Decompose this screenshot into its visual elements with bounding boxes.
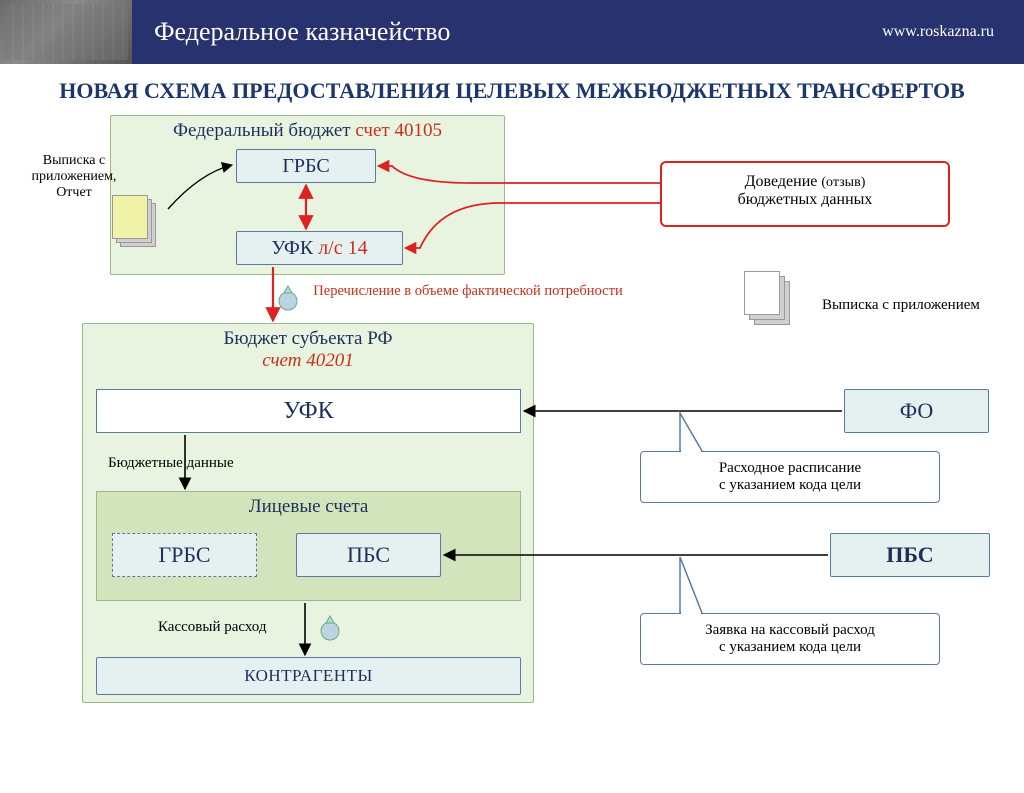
grbs-box-top: ГРБС — [236, 149, 376, 183]
header-bar: Федеральное казначейство www.roskazna.ru — [132, 0, 1024, 64]
accounts-title: Лицевые счета — [97, 492, 520, 518]
pbs-box-accounts: ПБС — [296, 533, 441, 577]
subject-budget-heading: Бюджет субъекта РФ счет 40201 — [83, 324, 533, 372]
transfer-label: Перечисление в объеме фактической потреб… — [308, 283, 628, 300]
grbs-box-accounts: ГРБС — [112, 533, 257, 577]
cash-request-callout: Заявка на кассовый расход с указанием ко… — [640, 613, 940, 665]
callout1-line1: Расходное расписание — [651, 460, 929, 477]
pbs-box-right: ПБС — [830, 533, 990, 577]
callout2-line2: с указанием кода цели — [651, 639, 929, 656]
callout1-line2: с указанием кода цели — [651, 477, 929, 494]
header: Федеральное казначейство www.roskazna.ru — [0, 0, 1024, 64]
budget-data-notice: Доведение (отзыв) бюджетных данных — [660, 161, 950, 227]
page-title: НОВАЯ СХЕМА ПРЕДОСТАВЛЕНИЯ ЦЕЛЕВЫХ МЕЖБЮ… — [40, 78, 984, 103]
budget-data-notice-line1: Доведение (отзыв) — [662, 173, 948, 191]
budget-data-label: Бюджетные данные — [108, 455, 234, 472]
org-url: www.roskazna.ru — [882, 23, 994, 41]
contractors-box: КОНТРАГЕНТЫ — [96, 657, 521, 695]
diagram-canvas: Федеральный бюджет счет 40105 ГРБС УФК л… — [0, 113, 1024, 793]
extract-report-label: Выписка с приложением, Отчет — [4, 153, 144, 201]
org-title: Федеральное казначейство — [154, 17, 450, 47]
header-logo-image — [0, 0, 132, 64]
ufk-box: УФК — [96, 389, 521, 433]
fo-box: ФО — [844, 389, 989, 433]
budget-data-notice-line2: бюджетных данных — [662, 191, 948, 209]
federal-budget-heading: Федеральный бюджет счет 40105 — [111, 116, 504, 142]
cash-expense-label: Кассовый расход — [158, 619, 266, 636]
extract-attachment-label: Выписка с приложением — [822, 297, 980, 314]
callout2-line1: Заявка на кассовый расход — [651, 622, 929, 639]
ufk-ls-box: УФК л/с 14 — [236, 231, 403, 265]
expense-schedule-callout: Расходное расписание с указанием кода це… — [640, 451, 940, 503]
